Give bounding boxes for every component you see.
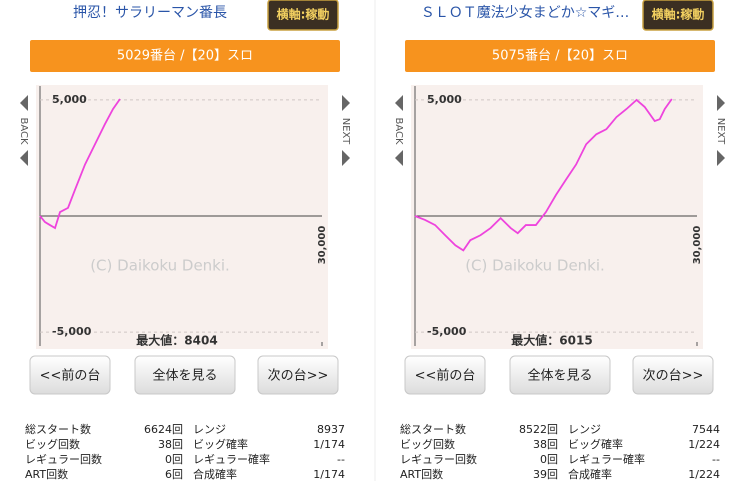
back-label[interactable]: BACK — [393, 117, 404, 145]
button[interactable] — [257, 355, 339, 395]
back-arrow[interactable] — [20, 150, 28, 166]
button-label[interactable]: 全体を見る — [527, 368, 592, 384]
watermark: (C) Daikoku Denki. — [465, 257, 605, 275]
stat-cell: 1/174 — [313, 438, 345, 451]
badge[interactable]: 横軸:稼動 — [277, 7, 330, 22]
machine-label: 5029番台 /【20】スロ — [117, 49, 253, 64]
stat-cell: ビッグ確率 — [568, 437, 623, 451]
stat-cell: 6624回 — [144, 423, 183, 436]
button[interactable] — [404, 355, 486, 395]
back-label[interactable]: BACK — [18, 117, 29, 145]
stat-cell: 合成確率 — [193, 467, 237, 481]
next-label[interactable]: NEXT — [340, 118, 351, 145]
series-line — [414, 98, 673, 252]
machine-bar — [30, 40, 340, 72]
button[interactable] — [134, 355, 236, 395]
stat-cell: ビッグ回数 — [25, 437, 80, 451]
max-label: 最大値：6015 — [511, 333, 592, 348]
stat-cell: レギュラー確率 — [568, 452, 645, 466]
x-tick-label: 30,000 — [317, 226, 328, 265]
stat-cell: 8937 — [317, 423, 345, 436]
chart-bg — [411, 85, 703, 349]
stat-cell: 総スタート数 — [25, 422, 91, 436]
back-arrow[interactable] — [395, 95, 403, 111]
x-tick-label: 30,000 — [692, 226, 703, 265]
max-label: 最大値：8404 — [136, 333, 217, 348]
chart-bg — [36, 85, 328, 349]
stat-cell: 1/224 — [688, 468, 720, 481]
button[interactable] — [632, 355, 714, 395]
button-label[interactable]: 次の台>> — [268, 368, 329, 384]
badge-bg — [642, 0, 714, 31]
button-label[interactable]: 全体を見る — [152, 368, 217, 384]
stat-cell: レギュラー確率 — [193, 452, 270, 466]
machine-bar — [405, 40, 715, 72]
stat-cell: ビッグ回数 — [400, 437, 455, 451]
button[interactable] — [29, 355, 111, 395]
stat-cell: 39回 — [533, 468, 558, 481]
button[interactable] — [509, 355, 611, 395]
stat-cell: レンジ — [193, 423, 226, 436]
panel-title: ＳＬＯＴ魔法少女まどか☆マギ… — [421, 4, 630, 21]
button-label[interactable]: <<前の台 — [415, 368, 476, 384]
y-tick-label: -5,000 — [52, 325, 92, 338]
stat-cell: 7544 — [692, 423, 720, 436]
back-arrow[interactable] — [20, 95, 28, 111]
stat-cell: 0回 — [165, 453, 183, 466]
next-arrow[interactable] — [717, 95, 725, 111]
stat-cell: 38回 — [533, 438, 558, 451]
y-tick-label: -5,000 — [427, 325, 467, 338]
badge-bg — [267, 0, 339, 31]
panel: 押忍！サラリーマン番長 横軸:稼動 5029番台 /【20】スロ -5,000 5,00… — [18, 0, 351, 481]
stat-cell: レンジ — [568, 423, 601, 436]
y-tick-label: 5,000 — [52, 93, 87, 106]
panel: ＳＬＯＴ魔法少女まどか☆マギ… 横軸:稼動 5075番台 /【20】スロ -5,000… — [393, 0, 726, 481]
stat-cell: 0回 — [540, 453, 558, 466]
stat-cell: 総スタート数 — [400, 422, 466, 436]
machine-label: 5075番台 /【20】スロ — [492, 49, 628, 64]
stat-cell: 38回 — [158, 438, 183, 451]
next-arrow[interactable] — [717, 150, 725, 166]
button-label[interactable]: 次の台>> — [643, 368, 704, 384]
watermark: (C) Daikoku Denki. — [90, 257, 230, 275]
stat-cell: 1/224 — [688, 438, 720, 451]
stat-cell: 8522回 — [519, 423, 558, 436]
y-tick-label: 5,000 — [427, 93, 462, 106]
stat-cell: ART回数 — [400, 468, 443, 481]
series-line — [39, 98, 121, 230]
stat-cell: 合成確率 — [568, 467, 612, 481]
panel-title: 押忍！サラリーマン番長 — [73, 5, 227, 21]
next-arrow[interactable] — [342, 95, 350, 111]
next-label[interactable]: NEXT — [715, 118, 726, 145]
stat-cell: -- — [337, 453, 345, 466]
stat-cell: レギュラー回数 — [400, 453, 477, 466]
stat-cell: -- — [712, 453, 720, 466]
stat-cell: 6回 — [165, 468, 183, 481]
stat-cell: ART回数 — [25, 468, 68, 481]
stat-cell: 1/174 — [313, 468, 345, 481]
back-arrow[interactable] — [395, 150, 403, 166]
stat-cell: ビッグ確率 — [193, 437, 248, 451]
next-arrow[interactable] — [342, 150, 350, 166]
stat-cell: レギュラー回数 — [25, 453, 102, 466]
button-label[interactable]: <<前の台 — [40, 368, 101, 384]
badge[interactable]: 横軸:稼動 — [652, 7, 705, 22]
